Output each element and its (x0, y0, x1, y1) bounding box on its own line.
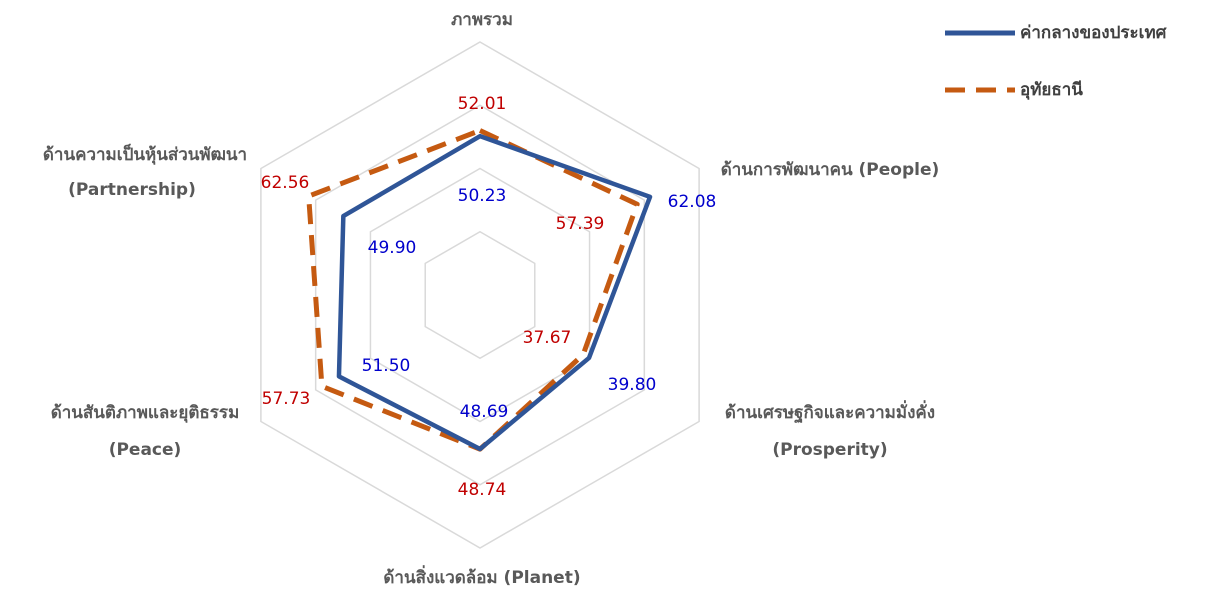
category-label: (Prosperity) (772, 440, 887, 460)
value-label: 50.23 (458, 186, 507, 206)
value-label: 39.80 (608, 375, 657, 395)
grid-ring (424, 230, 536, 360)
grid-ring (369, 167, 591, 423)
value-label: 49.90 (368, 238, 417, 258)
series-line (336, 133, 653, 452)
category-label: ภาพรวม (451, 10, 513, 30)
grid-ring (314, 104, 646, 486)
category-label: (Partnership) (68, 180, 196, 200)
value-label: 37.67 (523, 328, 572, 348)
value-label: 57.73 (262, 389, 311, 409)
value-label: 52.01 (458, 94, 507, 114)
category-label: ด้านความเป็นหุ้นส่วนพัฒนา (43, 142, 247, 165)
value-label: 62.56 (261, 173, 310, 193)
value-label: 62.08 (668, 192, 717, 212)
value-label: 57.39 (556, 214, 605, 234)
value-label: 48.69 (460, 402, 509, 422)
category-label: (Peace) (109, 440, 182, 460)
category-label: ด้านเศรษฐกิจและความมั่งคั่ง (725, 400, 935, 424)
legend-label: ค่ากลางของประเทศ (1020, 23, 1168, 43)
category-label: ด้านสิ่งแวดล้อม (Planet) (383, 565, 580, 588)
legend-label: อุทัยธานี (1020, 79, 1083, 100)
category-label: ด้านสันติภาพและยุติธรรม (51, 403, 240, 423)
value-label: 48.74 (458, 480, 507, 500)
grid-ring (260, 41, 700, 549)
category-label: ด้านการพัฒนาคน (People) (721, 160, 940, 180)
value-label: 51.50 (362, 356, 411, 376)
